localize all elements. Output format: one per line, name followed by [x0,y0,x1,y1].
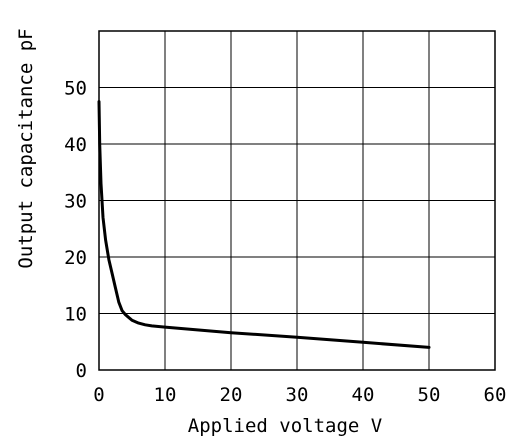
series-lines [97,100,431,349]
x-tick-label: 40 [352,384,375,406]
grid-lines [99,31,495,370]
y-tick-label: 20 [64,247,87,269]
y-tick-label: 0 [76,360,87,382]
series-line [97,100,431,349]
x-tick-label: 30 [286,384,309,406]
x-tick-label: 60 [484,384,507,406]
x-tick-label: 0 [93,384,104,406]
y-tick-label: 40 [64,134,87,156]
y-tick-label: 10 [64,304,87,326]
y-axis-label: Output capacitance pF [15,28,37,268]
y-tick-label: 50 [64,78,87,100]
x-axis-label: Applied voltage V [188,415,382,437]
x-tick-label: 20 [220,384,243,406]
x-tick-label: 50 [418,384,441,406]
plot-frame [98,30,496,371]
x-tick-label: 10 [154,384,177,406]
x-tick-labels: 0 10 20 30 40 50 60 [93,384,506,406]
y-tick-labels: 0 10 20 30 40 50 [64,78,87,383]
y-tick-label: 30 [64,191,87,213]
